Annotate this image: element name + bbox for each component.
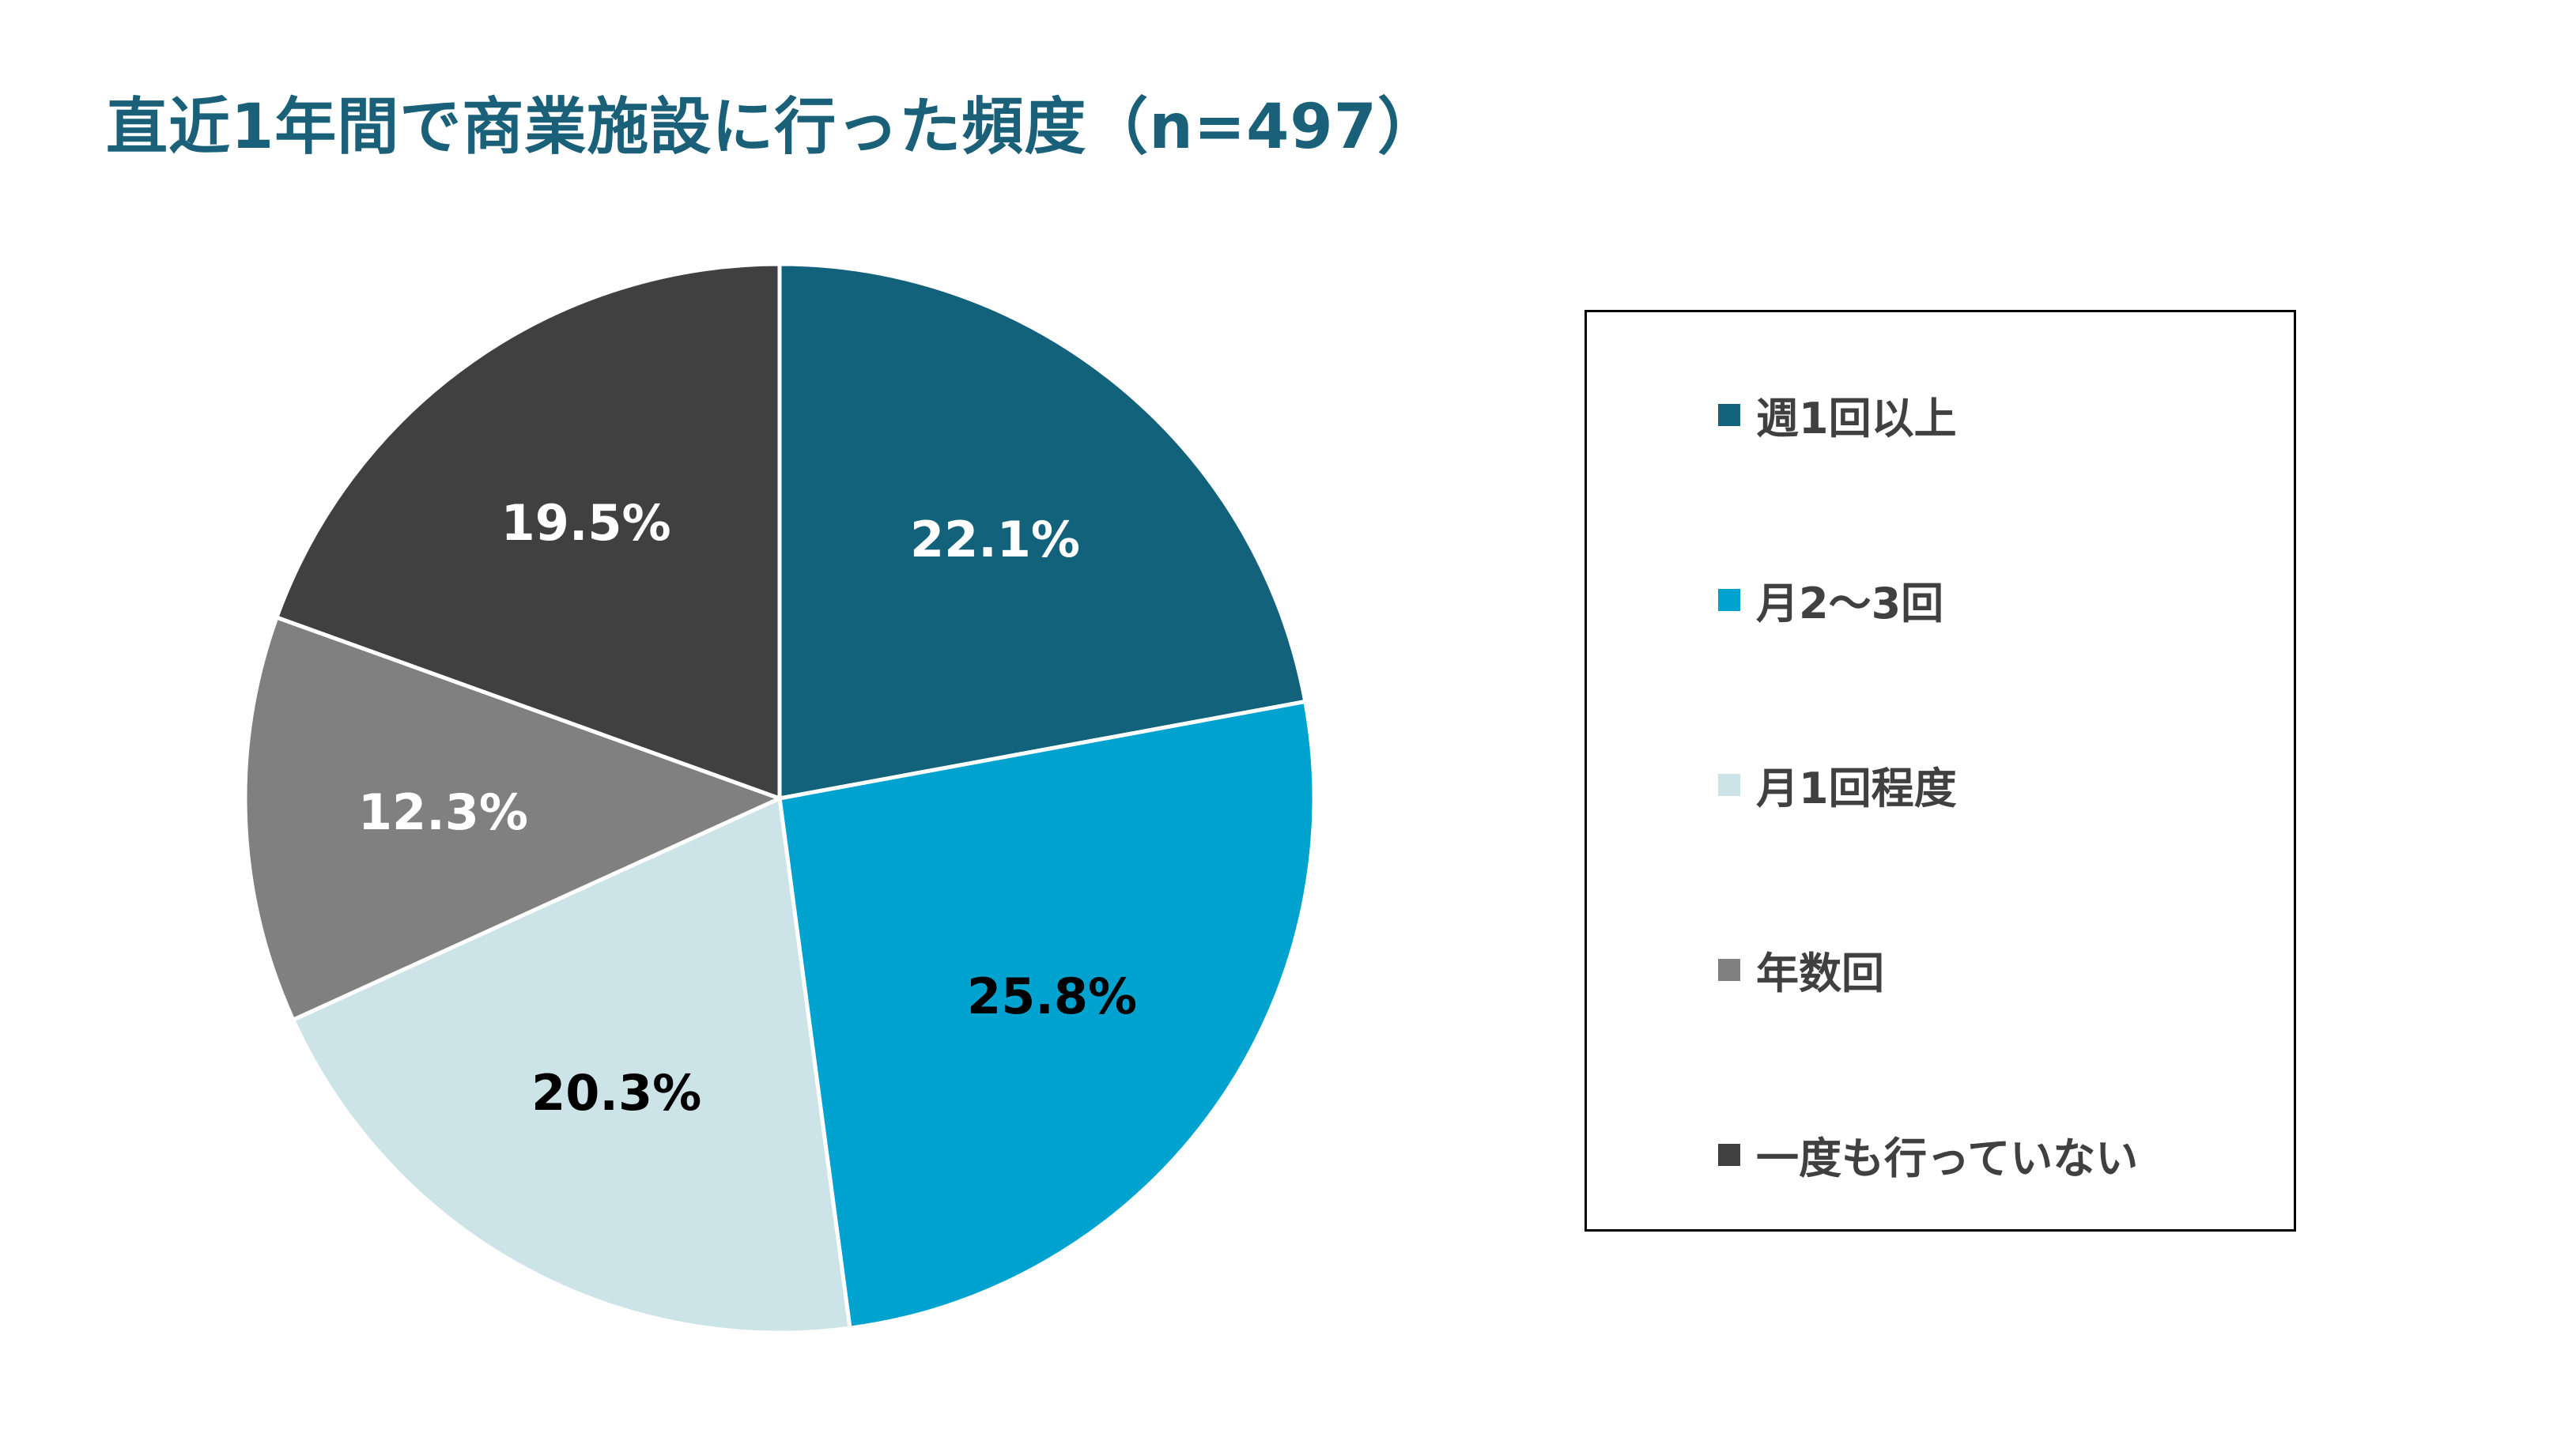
pie-data-label-1: 22.1% [910,511,1080,568]
chart-legend: 週1回以上月2〜3回月1回程度年数回一度も行っていない [1585,310,2296,1232]
pie-data-label-2: 25.8% [967,968,1137,1025]
pie-data-label-5: 19.5% [501,494,671,552]
legend-swatch-2 [1718,588,1740,611]
legend-swatch-5 [1718,1143,1740,1166]
legend-item-4: 年数回 [1718,938,1884,1001]
pie-data-label-4: 12.3% [358,783,528,841]
legend-item-5: 一度も行っていない [1718,1123,2138,1186]
pie-slice-2 [777,700,1316,1330]
pie-slice-4 [243,615,782,1022]
legend-label-1: 週1回以上 [1756,394,1957,443]
pie-data-label-3: 20.3% [531,1064,701,1122]
chart-title: 直近1年間で商業施設に行った頻度（n=497） [106,92,1440,163]
legend-label-3: 月1回程度 [1756,764,1957,813]
pie-slice-1 [777,262,1308,801]
legend-item-3: 月1回程度 [1718,753,1957,816]
pie-slice-3 [291,796,852,1335]
legend-label-5: 一度も行っていない [1756,1134,2139,1183]
legend-swatch-3 [1718,773,1740,796]
legend-label-4: 年数回 [1756,949,1884,998]
legend-label-2: 月2〜3回 [1756,579,1944,628]
legend-swatch-1 [1718,403,1740,426]
legend-item-1: 週1回以上 [1718,383,1957,446]
legend-swatch-4 [1718,958,1740,981]
legend-item-2: 月2〜3回 [1718,568,1943,631]
pie-slice-5 [274,262,782,801]
